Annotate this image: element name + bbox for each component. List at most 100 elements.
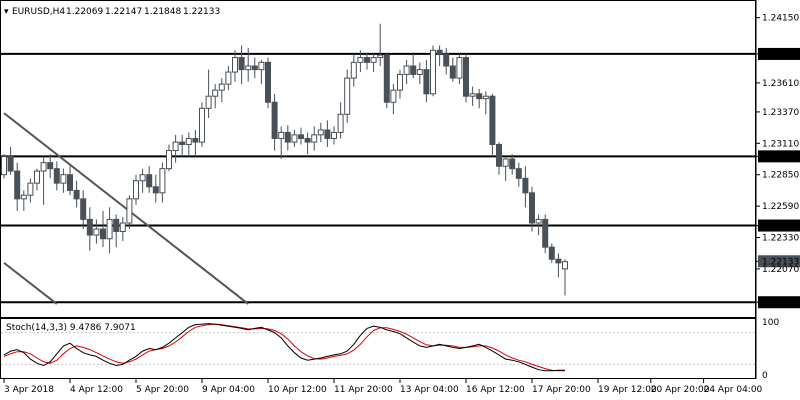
candle-49 — [324, 120, 331, 147]
trendlines — [3, 112, 249, 305]
candle-23 — [152, 174, 159, 203]
candle-body — [476, 93, 483, 100]
candle-body — [185, 137, 192, 146]
candle-body — [93, 228, 100, 236]
candle-body — [562, 261, 568, 270]
time-label: 16 Apr 12:00 — [466, 385, 525, 395]
candle-body — [152, 186, 159, 194]
candle-44 — [291, 130, 298, 147]
candle-29 — [192, 130, 199, 157]
candle-body — [430, 49, 436, 95]
candle-14 — [93, 219, 100, 244]
candle-3 — [20, 190, 27, 211]
price-label: 1.22590 — [762, 202, 799, 212]
candle-8 — [53, 161, 60, 191]
candle-body — [199, 107, 205, 143]
candle-body — [146, 174, 153, 188]
candle-52 — [344, 69, 351, 123]
candle-7 — [47, 154, 54, 179]
candle-body — [509, 158, 516, 170]
candle-25 — [166, 144, 172, 172]
candle-83 — [548, 243, 555, 263]
candle-body — [80, 198, 87, 220]
candle-22 — [146, 166, 153, 193]
candle-body — [383, 54, 390, 103]
time-label: 3 Apr 2018 — [4, 385, 54, 395]
candle-body — [522, 177, 529, 194]
candle-body — [265, 61, 271, 103]
price-label: 1.24150 — [762, 14, 799, 24]
candle-55 — [364, 52, 370, 70]
candle-body — [423, 69, 430, 95]
candle-body — [238, 57, 245, 71]
candle-body — [291, 134, 298, 143]
price-label-box — [758, 47, 800, 60]
candle-body — [271, 101, 278, 139]
candle-38 — [251, 57, 258, 79]
candle-75 — [496, 142, 502, 175]
candle-6 — [40, 156, 47, 205]
time-label: 24 Apr 04:00 — [704, 385, 763, 395]
candle-34 — [225, 66, 232, 91]
candle-body — [443, 53, 450, 67]
candle-body — [555, 258, 562, 264]
candle-body — [218, 83, 225, 91]
candle-body — [548, 246, 555, 260]
candle-54 — [357, 50, 364, 73]
candle-body — [27, 182, 34, 196]
candle-76 — [502, 156, 509, 181]
candle-body — [232, 57, 238, 73]
candle-body — [284, 131, 291, 143]
candle-body — [179, 141, 186, 146]
candle-body — [542, 218, 549, 248]
candle-body — [139, 174, 146, 182]
candle-body — [337, 113, 344, 133]
candle-51 — [337, 102, 344, 139]
trendline-0 — [3, 112, 249, 305]
candle-body — [225, 71, 232, 85]
candle-60 — [397, 69, 403, 99]
candle-body — [60, 174, 67, 184]
candle-body — [119, 222, 126, 232]
candle-47 — [311, 126, 318, 151]
candle-9 — [60, 168, 67, 193]
candle-body — [456, 57, 463, 79]
price-label-box — [758, 150, 800, 163]
candle-56 — [370, 53, 377, 73]
candle-body — [416, 69, 423, 75]
candle-body — [192, 137, 199, 143]
ohlc-open: 1.22069 — [66, 7, 103, 17]
candle-body — [100, 228, 106, 240]
candle-41 — [271, 93, 278, 151]
candle-body — [489, 95, 496, 146]
candle-72 — [476, 88, 483, 109]
candle-17 — [113, 214, 120, 248]
candle-body — [535, 218, 542, 224]
time-label: 11 Apr 20:00 — [334, 385, 393, 395]
candle-body — [40, 162, 47, 172]
candle-71 — [469, 86, 476, 106]
candle-body — [73, 189, 80, 200]
time-label: 4 Apr 12:00 — [70, 385, 123, 395]
stochastic-indicator: 100 0 — [1, 318, 779, 381]
candle-body — [370, 57, 377, 63]
time-label: 5 Apr 20:00 — [136, 385, 189, 395]
candle-body — [106, 218, 113, 240]
stoch-k-line — [3, 323, 565, 372]
candle-body — [324, 129, 331, 139]
candle-body — [463, 57, 469, 97]
candle-37 — [245, 47, 252, 82]
candle-body — [502, 158, 509, 167]
candle-13 — [86, 207, 93, 251]
price-label: 1.21794 — [762, 298, 799, 308]
candle-10 — [67, 166, 73, 196]
candle-0 — [1, 154, 7, 179]
candle-body — [172, 141, 179, 152]
candle-body — [515, 168, 522, 179]
candle-5 — [34, 168, 40, 191]
candle-body — [317, 129, 324, 136]
candle-31 — [205, 69, 212, 118]
candle-63 — [416, 62, 423, 85]
candle-body — [86, 218, 93, 236]
